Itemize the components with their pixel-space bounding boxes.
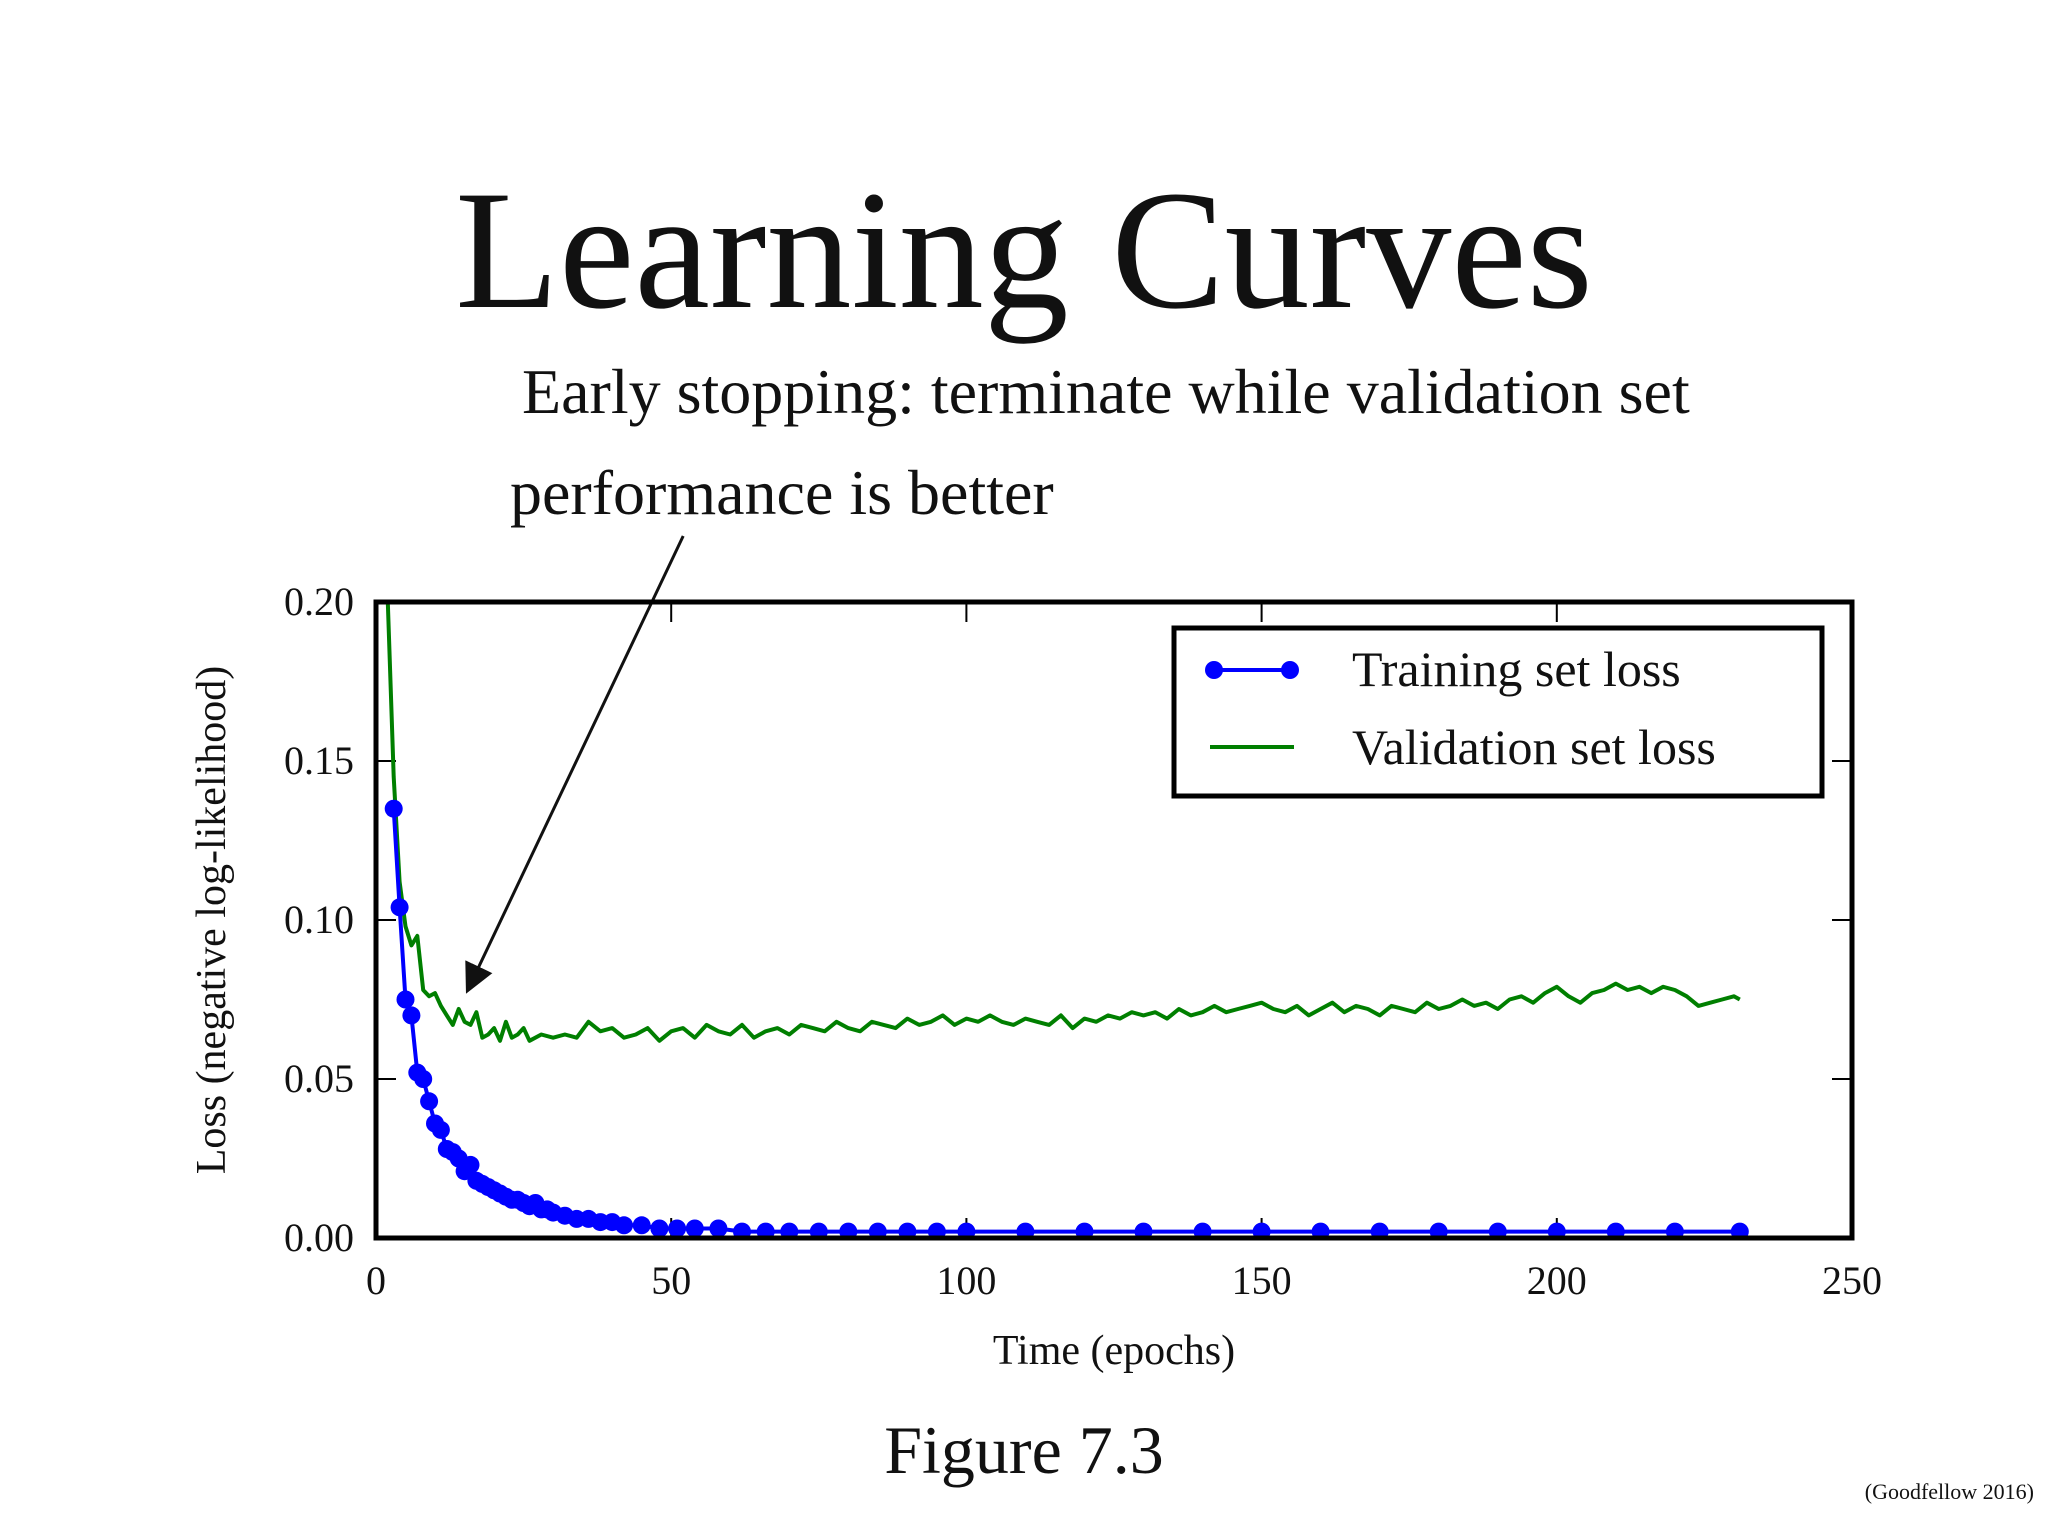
training-data-point: [668, 1219, 687, 1238]
training-data-point: [927, 1222, 946, 1238]
training-data-point: [1370, 1222, 1389, 1238]
x-axis-label: Time (epochs): [993, 1328, 1235, 1374]
training-data-point: [809, 1222, 828, 1238]
legend-validation-label: Validation set loss: [1352, 719, 1716, 775]
y-axis-label: Loss (negative log-likelihood): [189, 666, 235, 1175]
legend-training-swatch-marker: [1281, 661, 1299, 679]
training-series-points: [384, 799, 1749, 1238]
training-data-point: [1252, 1222, 1271, 1238]
training-data-point: [1311, 1222, 1330, 1238]
annotation-arrow: [465, 535, 685, 994]
training-data-point: [632, 1216, 651, 1235]
validation-series-line: [385, 602, 1741, 1043]
plot-frame: [373, 599, 1855, 1241]
training-data-point: [615, 1216, 633, 1235]
training-data-point: [709, 1219, 728, 1238]
x-axis-ticks: 0 50 100 150 200 250: [366, 602, 1882, 1303]
training-data-point: [650, 1219, 669, 1238]
y-tick-label: 0.20: [284, 579, 354, 624]
training-data-point: [868, 1222, 887, 1238]
training-data-point: [1488, 1222, 1507, 1238]
training-data-point: [1016, 1222, 1035, 1238]
y-tick-label: 0.15: [284, 738, 354, 783]
training-data-point: [1075, 1222, 1094, 1238]
callout-line-2: performance is better: [510, 457, 1054, 528]
x-tick-label: 50: [651, 1258, 691, 1303]
y-axis-ticks: 0.00 0.05 0.10 0.15 0.20: [284, 579, 1852, 1260]
training-data-point: [396, 990, 415, 1009]
training-data-point: [402, 1006, 421, 1025]
training-data-point: [1606, 1222, 1625, 1238]
training-data-point: [898, 1222, 917, 1238]
training-data-point: [431, 1120, 450, 1139]
legend-box: [1171, 625, 1825, 799]
training-data-point: [1547, 1222, 1566, 1238]
training-data-point: [1730, 1222, 1749, 1238]
training-data-point: [1134, 1222, 1153, 1238]
training-data-point: [685, 1219, 704, 1238]
x-tick-label: 150: [1232, 1258, 1292, 1303]
slide-title: Learning Curves: [455, 156, 1593, 344]
legend-training-swatch-marker: [1205, 661, 1223, 679]
x-tick-label: 200: [1527, 1258, 1587, 1303]
credit-text: (Goodfellow 2016): [1864, 1479, 2034, 1504]
training-data-point: [461, 1155, 480, 1174]
training-data-point: [414, 1070, 433, 1088]
training-data-point: [1429, 1222, 1448, 1238]
legend: Training set loss Validation set loss: [1171, 625, 1825, 799]
training-data-point: [420, 1092, 439, 1111]
training-data-point: [1193, 1222, 1212, 1238]
training-data-point: [957, 1222, 976, 1238]
training-data-point: [780, 1222, 799, 1238]
x-tick-label: 100: [936, 1258, 996, 1303]
x-tick-label: 250: [1822, 1258, 1882, 1303]
y-tick-label: 0.05: [284, 1056, 354, 1101]
training-data-point: [756, 1222, 775, 1238]
callout-line-1: Early stopping: terminate while validati…: [522, 356, 1690, 427]
training-data-point: [390, 898, 409, 917]
legend-training-label: Training set loss: [1352, 641, 1681, 697]
training-data-point: [1665, 1222, 1684, 1238]
y-tick-label: 0.10: [284, 897, 354, 942]
figure-caption: Figure 7.3: [884, 1412, 1164, 1488]
y-tick-label: 0.00: [284, 1215, 354, 1260]
training-data-point: [839, 1222, 858, 1238]
training-data-point: [733, 1222, 751, 1238]
x-tick-label: 0: [366, 1258, 386, 1303]
training-data-point: [384, 799, 403, 818]
